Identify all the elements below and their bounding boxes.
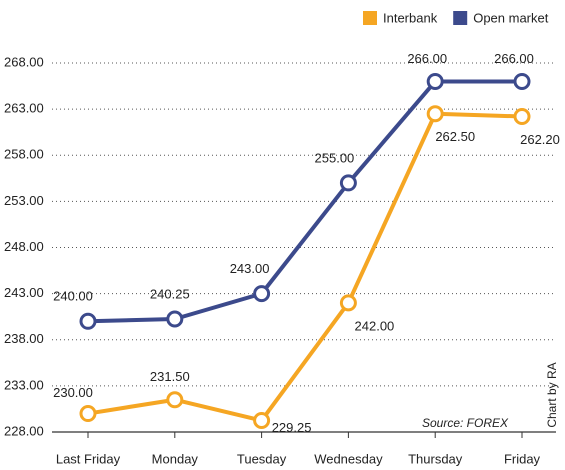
- y-tick-label: 248.00: [4, 239, 44, 254]
- value-label: 229.25: [272, 420, 312, 435]
- series-line: [87, 79, 522, 324]
- point: [426, 72, 444, 90]
- y-tick-label: 228.00: [4, 423, 44, 438]
- x-tick-label: Tuesday: [237, 451, 287, 466]
- legend-swatch: [363, 11, 377, 25]
- value-label: 240.25: [150, 286, 190, 301]
- point: [79, 312, 97, 330]
- y-tick-label: 233.00: [4, 377, 44, 392]
- value-label: 231.50: [150, 369, 190, 384]
- point: [339, 174, 357, 192]
- series-line: [87, 111, 523, 423]
- value-label: 266.00: [407, 51, 447, 66]
- point: [79, 405, 97, 423]
- y-tick-label: 253.00: [4, 193, 44, 208]
- value-label: 255.00: [315, 150, 355, 165]
- legend-label: Interbank: [383, 10, 438, 25]
- y-tick-label: 268.00: [4, 54, 44, 69]
- value-label: 266.00: [494, 51, 534, 66]
- point: [166, 391, 184, 409]
- point: [166, 310, 184, 328]
- x-tick-label: Last Friday: [56, 451, 121, 466]
- source-note: Source: FOREX: [422, 416, 509, 430]
- value-label: 262.50: [435, 129, 475, 144]
- x-tick-label: Friday: [504, 451, 541, 466]
- value-label: 262.20: [520, 132, 560, 147]
- x-tick-label: Wednesday: [314, 451, 383, 466]
- y-tick-label: 243.00: [4, 285, 44, 300]
- legend-label: Open market: [473, 10, 549, 25]
- x-tick-label: Thursday: [408, 451, 463, 466]
- point: [513, 108, 531, 126]
- value-label: 240.00: [53, 289, 93, 304]
- point: [253, 285, 271, 303]
- value-label: 242.00: [355, 318, 395, 333]
- legend-swatch: [453, 11, 468, 25]
- y-tick-label: 258.00: [4, 147, 44, 162]
- y-tick-label: 263.00: [4, 101, 44, 116]
- point: [513, 72, 531, 90]
- y-tick-label: 238.00: [4, 331, 44, 346]
- point: [339, 294, 357, 312]
- credit-note: Chart by RA: [545, 362, 559, 427]
- point: [253, 411, 271, 429]
- value-label: 243.00: [230, 261, 270, 276]
- x-tick-label: Monday: [152, 451, 199, 466]
- value-label: 230.00: [53, 385, 93, 400]
- point: [426, 105, 444, 123]
